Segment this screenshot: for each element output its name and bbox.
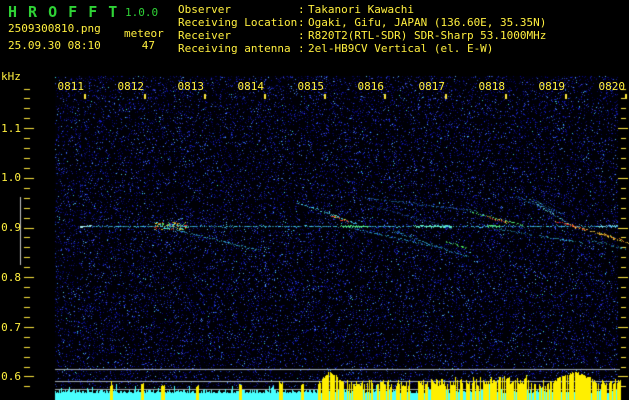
info-value: Ogaki, Gifu, JAPAN (136.60E, 35.35N) (308, 16, 547, 29)
time-tick-label: 0817 (418, 80, 446, 93)
info-colon: : (298, 42, 305, 55)
info-label: Receiving antenna (178, 42, 291, 55)
freq-tick-label: 1.0 (1, 171, 21, 184)
info-row: Receiving antenna:2el-HB9CV Vertical (el… (178, 42, 546, 55)
freq-tick-label: 0.8 (1, 271, 21, 284)
time-tick-label: 0819 (538, 80, 566, 93)
time-tick-label: 0812 (117, 80, 145, 93)
info-label: Receiver (178, 29, 231, 42)
time-tick-label: 0814 (237, 80, 265, 93)
time-tick-label: 0811 (57, 80, 85, 93)
info-colon: : (298, 3, 305, 16)
time-tick-label: 0813 (177, 80, 205, 93)
info-value: 2el-HB9CV Vertical (el. E-W) (308, 42, 494, 55)
time-tick-label: 0818 (478, 80, 506, 93)
info-value: Takanori Kawachi (308, 3, 414, 16)
echo-count: 47 (141, 39, 155, 52)
freq-tick-label: 1.1 (1, 122, 21, 135)
station-info-block: Observer: Takanori Kawachi Receiving Locat… (178, 3, 546, 55)
mode-label: meteor (124, 27, 164, 40)
timestamp: 25.09.30 08:10 (8, 39, 101, 52)
time-tick-label: 0820 (598, 80, 626, 93)
info-row: Receiver: R820T2(RTL-SDR) SDR-Sharp 53.10… (178, 29, 546, 42)
info-value: R820T2(RTL-SDR) SDR-Sharp 53.1000MHz (308, 29, 547, 42)
info-label: Receiving Location (178, 16, 298, 29)
freq-tick-label: 0.6 (1, 370, 21, 383)
info-colon: : (298, 29, 305, 42)
freq-axis-unit: kHz (1, 70, 21, 83)
info-colon: : (298, 16, 305, 29)
app-title: H R O F F T (8, 3, 119, 21)
time-tick-label: 0816 (357, 80, 385, 93)
freq-tick-label: 0.7 (1, 321, 21, 334)
time-tick-label: 0815 (297, 80, 325, 93)
info-label: Observer (178, 3, 231, 16)
info-row: Observer: Takanori Kawachi (178, 3, 546, 16)
app-version: 1.0.0 (125, 6, 159, 19)
freq-tick-label: 0.9 (1, 221, 21, 234)
info-row: Receiving Location: Ogaki, Gifu, JAPAN (1… (178, 16, 546, 29)
output-filename: 2509300810.png (8, 22, 101, 35)
